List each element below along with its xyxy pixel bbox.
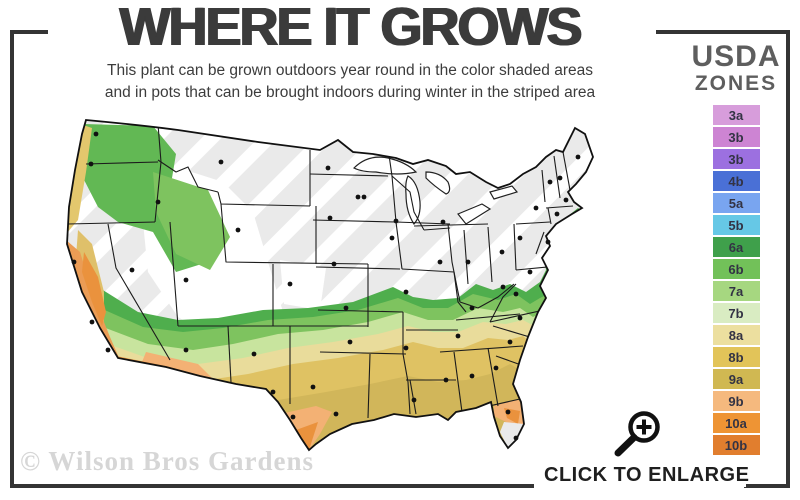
- legend-zone-5b: 5b: [712, 215, 760, 236]
- great-lakes: [352, 156, 519, 225]
- legend-zones: 3a 3b 3b 4b 5a 5b 6a 6b 7a 7b 8a 8b 9a 9b 10a 10b: [712, 105, 760, 456]
- legend-zone-9a: 9a: [712, 369, 760, 390]
- legend-zone-10b: 10b: [712, 435, 760, 456]
- subtitle-line-1: This plant can be grown outdoors year ro…: [107, 62, 593, 79]
- subtitle-line-2: and in pots that can be brought indoors …: [104, 83, 596, 101]
- legend-zone-3a: 3a: [712, 105, 760, 126]
- usda-zone-map[interactable]: [58, 112, 646, 476]
- legend-zone-4b: 4b: [712, 171, 760, 192]
- magnifier-plus-icon[interactable]: [608, 406, 668, 464]
- legend-heading-usda: USDA: [691, 40, 781, 73]
- frame-top-right: [656, 30, 790, 34]
- state-borders: [67, 123, 574, 419]
- click-to-enlarge-button[interactable]: CLICK TO ENLARGE: [544, 464, 750, 487]
- frame-right: [786, 30, 790, 488]
- usda-zones-legend: USDA ZONES 3a 3b 3b 4b 5a 5b 6a 6b 7a 7b 8a 8b 9a 9b 1…: [680, 42, 792, 457]
- legend-zone-6b: 6b: [712, 259, 760, 280]
- frame-bottom-left: [10, 484, 534, 488]
- frame-bottom-right: [744, 484, 790, 488]
- city-dots: [71, 131, 581, 441]
- legend-zone-9b: 9b: [712, 391, 760, 412]
- us-map-svg: [66, 119, 594, 451]
- frame-top-left: [10, 30, 48, 34]
- subtitle: This plant can be grown outdoors year ro…: [40, 60, 660, 103]
- legend-zone-6a: 6a: [712, 237, 760, 258]
- legend-heading-zones: ZONES: [694, 72, 778, 95]
- legend-zone-3b: 3b: [712, 149, 760, 170]
- legend-zone-8b: 8b: [712, 347, 760, 368]
- legend-zone-5a: 5a: [712, 193, 760, 214]
- frame-left: [10, 30, 14, 488]
- legend-zone-7b: 7b: [712, 303, 760, 324]
- legend-zone-8a: 8a: [712, 325, 760, 346]
- watermark: © Wilson Bros Gardens: [20, 446, 314, 476]
- legend-zone-7a: 7a: [712, 281, 760, 302]
- legend-zone-3b: 3b: [712, 127, 760, 148]
- page-title: WHERE IT GROWS: [119, 0, 583, 57]
- legend-zone-10a: 10a: [712, 413, 760, 434]
